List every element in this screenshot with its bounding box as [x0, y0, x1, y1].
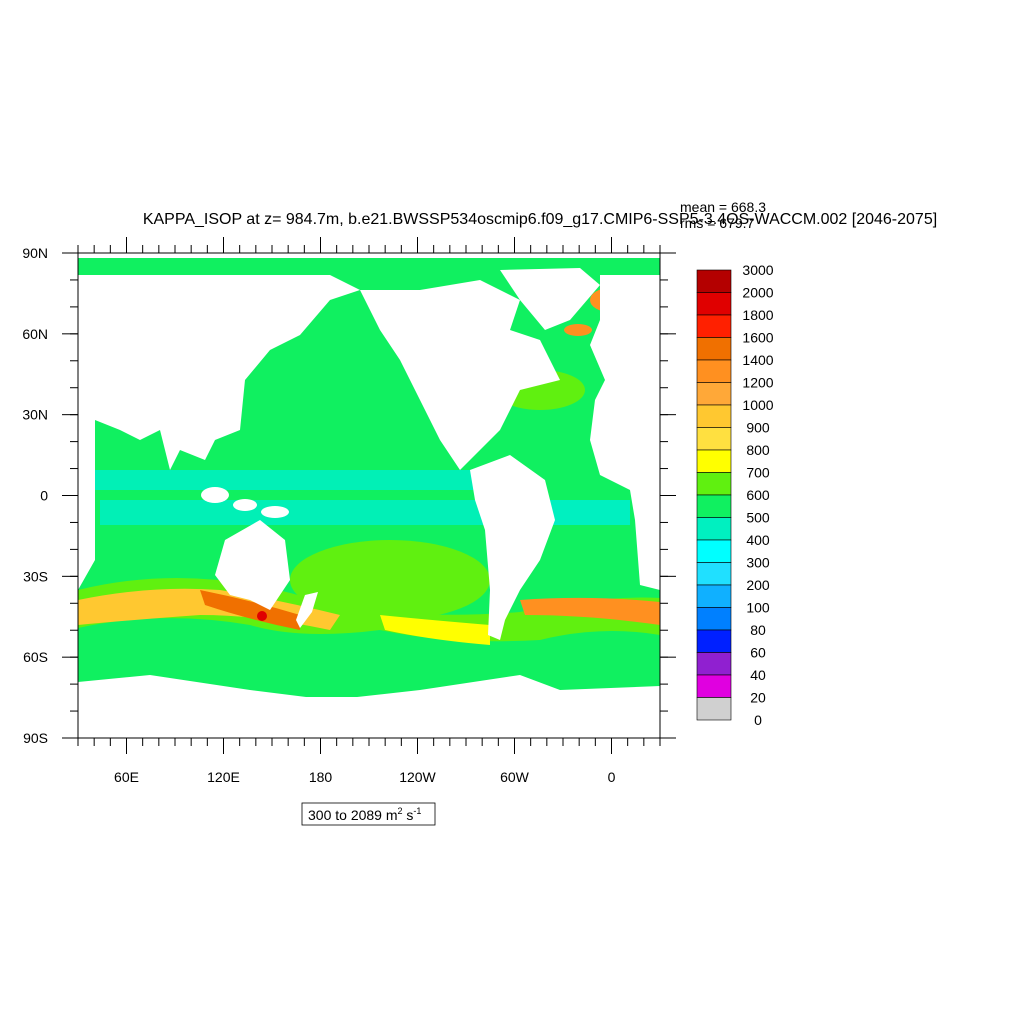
lat-label: 0 — [40, 488, 48, 504]
colorbar-label: 80 — [750, 622, 766, 638]
lat-label: 30S — [23, 568, 48, 584]
island — [201, 487, 229, 503]
colorbar-box — [696, 337, 732, 361]
colorbar-box — [696, 697, 732, 721]
colorbar-box — [696, 584, 732, 608]
colorbar-box — [696, 314, 732, 338]
colorbar-box — [696, 472, 732, 496]
colorbar-label: 60 — [750, 645, 766, 661]
contour-region — [100, 500, 500, 525]
colorbar-box — [696, 292, 732, 316]
colorbar-box — [696, 607, 732, 631]
colorbar: 3000200018001600140012001000900800700600… — [696, 262, 774, 728]
contour-region — [257, 611, 267, 621]
colorbar-box — [696, 359, 732, 383]
contour-region — [380, 615, 490, 645]
lat-label: 90N — [22, 245, 48, 261]
contour-region — [540, 500, 630, 525]
colorbar-label: 1400 — [742, 352, 773, 368]
lon-label: 120W — [399, 769, 436, 785]
title: KAPPA_ISOP at z= 984.7m, b.e21.BWSSP534o… — [143, 211, 937, 228]
continent — [78, 675, 660, 738]
colorbar-label: 0 — [754, 712, 762, 728]
island — [261, 506, 289, 518]
colorbar-box — [696, 562, 732, 586]
lat-label: 60N — [22, 326, 48, 342]
colorbar-label: 900 — [746, 420, 770, 436]
range-box — [301, 802, 436, 826]
colorbar-label: 800 — [746, 442, 770, 458]
continent — [500, 268, 600, 330]
range-text: s — [403, 807, 414, 823]
polar-mask — [78, 253, 660, 258]
colorbar-label: 1200 — [742, 375, 773, 391]
colorbar-label: 400 — [746, 532, 770, 548]
lon-label: 0 — [608, 769, 616, 785]
island — [233, 499, 257, 511]
colorbar-label: 100 — [746, 600, 770, 616]
lon-label: 60E — [114, 769, 139, 785]
colorbar-box — [696, 427, 732, 451]
range-label: 300 to 2089 m2 s-1 — [308, 806, 421, 823]
continent — [215, 520, 290, 610]
colorbar-box — [696, 539, 732, 563]
colorbar-label: 2000 — [742, 285, 773, 301]
colorbar-box — [696, 652, 732, 676]
contour-region — [290, 540, 490, 620]
colorbar-label: 1000 — [742, 397, 773, 413]
range-text: 300 to 2089 m — [308, 807, 398, 823]
colorbar-label: 700 — [746, 465, 770, 481]
axes: 90N 60N 30N 0 30S 60S 90S 60E 120E 180 120W 60W 0 — [22, 237, 676, 785]
colorbar-box — [696, 517, 732, 541]
stat-mean: mean = 668.3 — [680, 199, 766, 215]
colorbar-box — [696, 269, 732, 293]
contour-region — [95, 470, 515, 490]
contour-region — [200, 590, 300, 630]
lon-label: 60W — [500, 769, 530, 785]
lat-label: 60S — [23, 649, 48, 665]
island — [296, 592, 318, 628]
colorbar-label: 600 — [746, 487, 770, 503]
continent — [470, 455, 555, 640]
lat-label: 90S — [23, 730, 48, 746]
lon-label: 180 — [309, 769, 333, 785]
continent — [590, 275, 660, 590]
colorbar-label: 1600 — [742, 330, 773, 346]
colorbar-label: 500 — [746, 510, 770, 526]
colorbar-box — [696, 674, 732, 698]
contour-region — [520, 597, 660, 625]
range-sup: -1 — [413, 806, 421, 816]
continent — [360, 280, 560, 470]
continent — [78, 275, 360, 590]
colorbar-box — [696, 382, 732, 406]
lat-label: 30N — [22, 407, 48, 423]
lon-label: 120E — [207, 769, 240, 785]
colorbar-box — [696, 449, 732, 473]
stat-rms: rms = 679.7 — [680, 215, 755, 231]
range-sup: 2 — [398, 806, 403, 816]
colorbar-box — [696, 404, 732, 428]
colorbar-label: 200 — [746, 577, 770, 593]
colorbar-label: 1800 — [742, 307, 773, 323]
contour-region — [564, 324, 592, 336]
colorbar-label: 300 — [746, 555, 770, 571]
colorbar-box — [696, 494, 732, 518]
map — [78, 253, 660, 738]
colorbar-box — [696, 629, 732, 653]
colorbar-label: 3000 — [742, 262, 773, 278]
colorbar-label: 40 — [750, 667, 766, 683]
colorbar-label: 20 — [750, 690, 766, 706]
